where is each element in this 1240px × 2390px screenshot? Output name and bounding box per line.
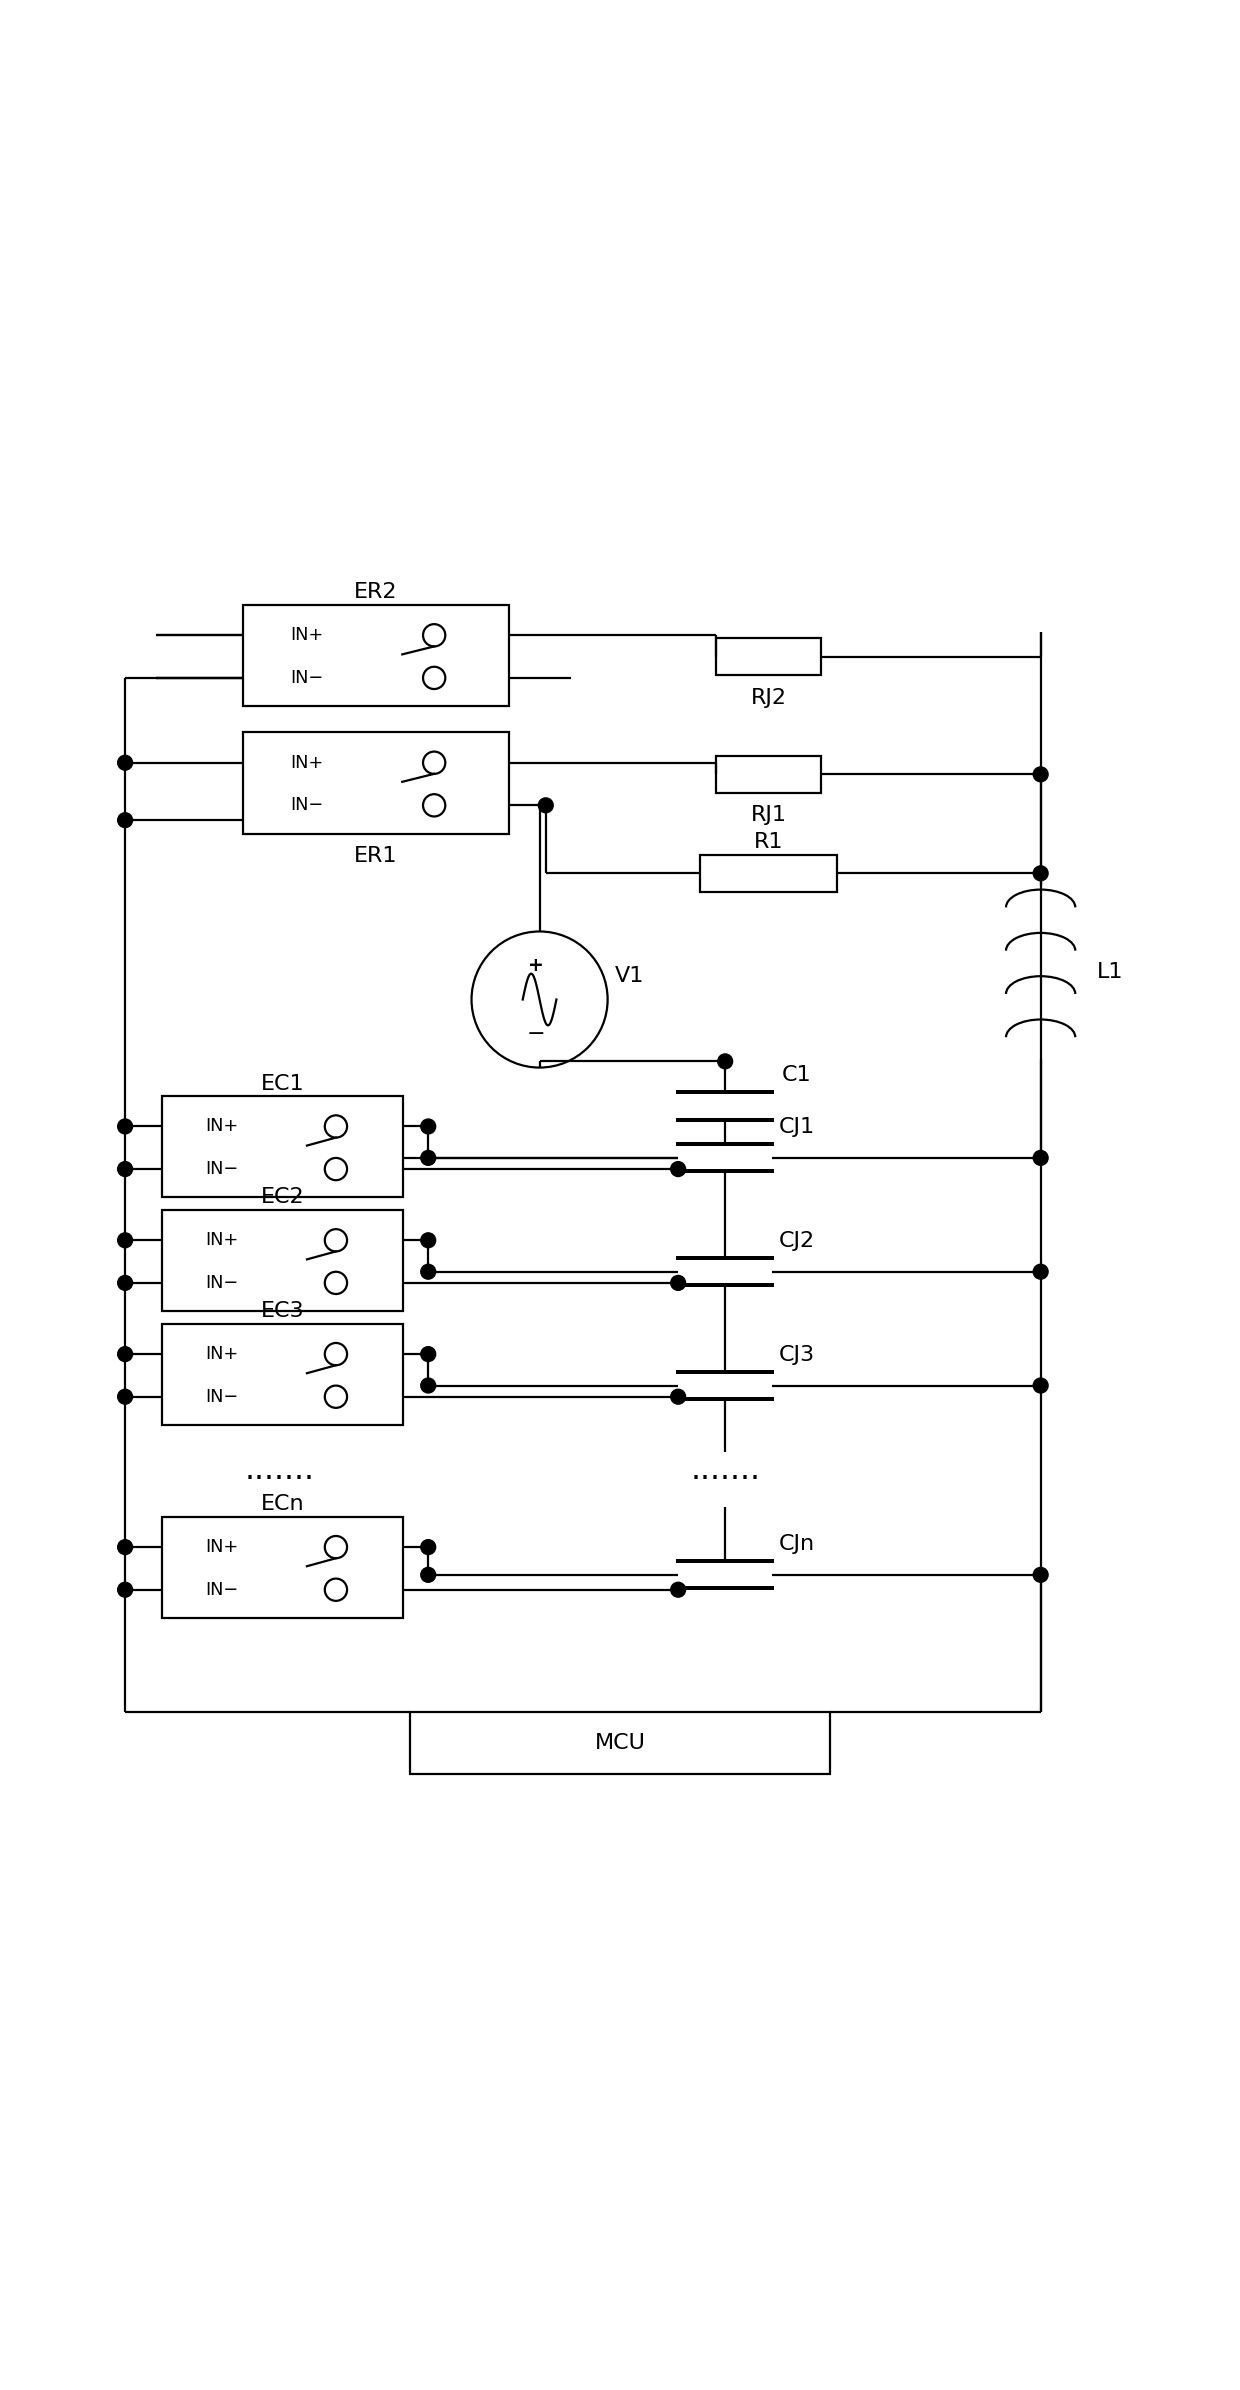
Bar — [162, 1097, 403, 1197]
Circle shape — [420, 1119, 435, 1133]
Circle shape — [1033, 1379, 1048, 1393]
Text: L1: L1 — [1096, 963, 1123, 982]
Text: IN+: IN+ — [206, 1231, 239, 1250]
Text: CJ3: CJ3 — [779, 1346, 815, 1365]
Text: C1: C1 — [782, 1066, 812, 1085]
Text: CJn: CJn — [779, 1534, 815, 1554]
Circle shape — [420, 1264, 435, 1279]
Text: +: + — [528, 956, 544, 975]
Bar — [715, 638, 821, 676]
Circle shape — [118, 1389, 133, 1405]
Text: IN+: IN+ — [206, 1346, 239, 1362]
Circle shape — [118, 1276, 133, 1291]
Text: IN+: IN+ — [206, 1119, 239, 1135]
Circle shape — [118, 1346, 133, 1362]
Circle shape — [118, 1582, 133, 1597]
Bar — [162, 1518, 403, 1618]
Text: EC3: EC3 — [262, 1300, 305, 1322]
Circle shape — [118, 755, 133, 770]
Text: IN−: IN− — [290, 796, 324, 815]
Bar — [701, 856, 837, 891]
Text: ·······: ······· — [244, 1465, 315, 1494]
Circle shape — [118, 1539, 133, 1554]
Bar — [162, 1324, 403, 1424]
Circle shape — [1033, 865, 1048, 882]
Circle shape — [420, 1233, 435, 1248]
Circle shape — [671, 1162, 686, 1176]
Text: IN−: IN− — [206, 1274, 239, 1293]
Text: MCU: MCU — [594, 1733, 646, 1754]
Text: EC1: EC1 — [262, 1073, 305, 1095]
Circle shape — [1033, 1264, 1048, 1279]
Circle shape — [118, 813, 133, 827]
Text: RJ2: RJ2 — [750, 688, 786, 707]
Text: IN+: IN+ — [290, 626, 324, 645]
Circle shape — [118, 1233, 133, 1248]
Circle shape — [1033, 767, 1048, 782]
Circle shape — [420, 1568, 435, 1582]
Bar — [243, 731, 508, 834]
Text: −: − — [527, 1023, 546, 1044]
Bar — [715, 755, 821, 793]
Text: ·······: ······· — [691, 1465, 760, 1494]
Circle shape — [718, 1054, 733, 1068]
Circle shape — [538, 798, 553, 813]
Circle shape — [420, 1346, 435, 1362]
Text: EC2: EC2 — [262, 1188, 305, 1207]
Circle shape — [420, 1379, 435, 1393]
Bar — [409, 1711, 831, 1773]
Text: IN−: IN− — [206, 1580, 239, 1599]
Bar — [243, 605, 508, 707]
Circle shape — [1033, 1150, 1048, 1166]
Text: ER2: ER2 — [353, 583, 397, 602]
Text: IN−: IN− — [206, 1159, 239, 1178]
Text: IN−: IN− — [206, 1389, 239, 1405]
Circle shape — [420, 1150, 435, 1166]
Circle shape — [1033, 1568, 1048, 1582]
Circle shape — [420, 1539, 435, 1554]
Text: RJ1: RJ1 — [750, 805, 786, 825]
Circle shape — [671, 1582, 686, 1597]
Circle shape — [671, 1276, 686, 1291]
Text: IN−: IN− — [290, 669, 324, 686]
Text: R1: R1 — [754, 832, 784, 853]
Text: IN+: IN+ — [290, 753, 324, 772]
Text: IN+: IN+ — [206, 1539, 239, 1556]
Text: CJ2: CJ2 — [779, 1231, 815, 1250]
Circle shape — [118, 1162, 133, 1176]
Text: V1: V1 — [615, 966, 645, 985]
Circle shape — [118, 1119, 133, 1133]
Text: ECn: ECn — [262, 1494, 305, 1515]
Circle shape — [671, 1389, 686, 1405]
Text: ER1: ER1 — [353, 846, 397, 865]
Text: CJ1: CJ1 — [779, 1116, 815, 1138]
Bar — [162, 1209, 403, 1312]
